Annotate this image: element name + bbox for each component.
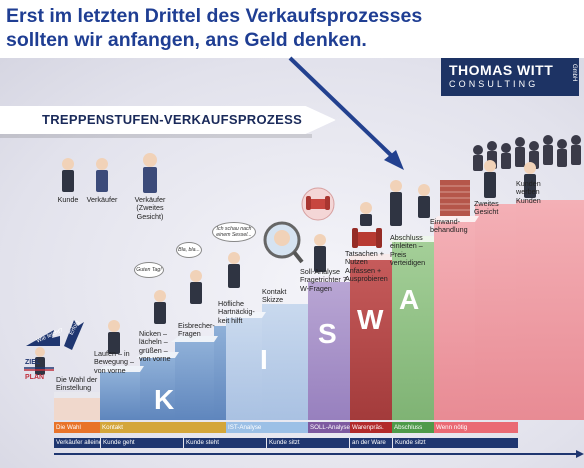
letter-i: I xyxy=(260,344,268,375)
step-w xyxy=(350,260,392,420)
step-label-5: Höfliche Hartnäckig-keit hilft xyxy=(218,299,255,325)
step-k-1 xyxy=(100,372,140,420)
step-pink-top xyxy=(430,216,479,222)
step-label-8: Tatsachen + Nutzen Anfassen + Ausprobier… xyxy=(345,249,388,284)
state-kunde-sitzt-2: Kunde sitzt xyxy=(393,438,518,448)
phase-wenn-noetig: Wenn nötig xyxy=(434,422,518,433)
legend-verkaeufer: Verkäufer xyxy=(86,195,118,204)
state-kunde-geht: Kunde geht xyxy=(101,438,183,448)
step-w-top xyxy=(346,254,396,260)
bubble-chat: Bla, bla... xyxy=(176,242,202,258)
logo-suffix: GmbH xyxy=(571,64,577,82)
bubble-customer: Ich schau nach einem Sessel... xyxy=(212,222,256,242)
logo-subtitle: CONSULTING xyxy=(449,79,539,89)
legend-figures xyxy=(62,153,157,193)
step-a-top xyxy=(388,236,438,242)
banner-shadow xyxy=(0,134,312,138)
logo-name: THOMAS WITT xyxy=(449,62,554,78)
step-k-3 xyxy=(175,342,214,420)
step-s-top xyxy=(304,276,354,282)
step-k-4 xyxy=(214,326,226,420)
arrow-left xyxy=(26,330,60,346)
headline-line-1: Erst im letzten Drittel des Verkaufsproz… xyxy=(6,5,423,27)
step-label-7: Soll-Analyse Fragetrichter 7 W-Fragen xyxy=(300,267,347,293)
legend-zweites-gesicht: Verkäufer (Zweites Gesicht) xyxy=(134,195,166,221)
legend-kunde: Kunde xyxy=(57,195,79,204)
step-top-3 xyxy=(171,336,218,342)
diagram-title: TREPPENSTUFEN-VERKAUFSPROZESS xyxy=(42,112,303,127)
plan-label: PLAN xyxy=(25,374,45,381)
step-label-3: Nicken – lächeln – grüßen – von vorne xyxy=(139,329,171,364)
step-label-10: Einwand-behandlung xyxy=(430,217,468,235)
step-label-9: Abschluss einleiten – Preis verteidigen xyxy=(390,233,426,268)
magnifier-icon xyxy=(263,221,304,264)
step-label-6: Kontakt Skizze xyxy=(262,287,287,305)
step-label-2: Laufen – in Bewegung – von vorne xyxy=(94,349,134,375)
step-label-12: Kunden werben Kunden xyxy=(516,179,541,205)
phase-abschluss: Abschluss xyxy=(392,422,434,433)
phase-soll-analyse: SOLL-Analyse xyxy=(308,422,350,433)
step-s xyxy=(308,282,350,420)
step-label-1: Die Wahl der Einstellung xyxy=(56,375,98,393)
step-pink-2 xyxy=(475,204,516,420)
phase-die-wahl: Die Wahl xyxy=(54,422,100,433)
letter-s: S xyxy=(318,318,337,349)
step-pink-3 xyxy=(516,200,584,420)
pointer-arrow xyxy=(288,56,398,162)
step-top-2 xyxy=(136,352,179,358)
letter-k: K xyxy=(154,384,175,415)
step-k-2 xyxy=(140,358,175,420)
step-i-1 xyxy=(226,318,262,420)
headline-line-2: sollten wir anfangen, ans Geld denken. xyxy=(6,29,367,51)
state-kunde-steht: Kunde steht xyxy=(184,438,266,448)
step-i-top xyxy=(222,312,266,318)
phase-warenpraes: Warenpräs. xyxy=(350,422,392,433)
pointer-arrowhead xyxy=(384,150,404,170)
ziel-label: ZIEL xyxy=(25,359,41,366)
timeline-arrowhead xyxy=(576,450,584,458)
step-i-2 xyxy=(262,304,308,420)
phase-ist-analyse: IST-Analyse xyxy=(226,422,308,433)
step-a xyxy=(392,242,434,420)
step-label-4: Eisbrecher-Fragen xyxy=(178,321,215,339)
state-kunde-sitzt: Kunde sitzt xyxy=(267,438,349,448)
step-top-1 xyxy=(96,366,144,372)
salesperson-figures xyxy=(35,160,536,375)
state-verkaeufer-alleine: Verkäufer alleine xyxy=(54,438,100,448)
arrow-right xyxy=(64,320,84,350)
phase-kontakt: Kontakt xyxy=(100,422,226,433)
state-an-der-ware: an der Ware xyxy=(350,438,392,448)
letter-a: A xyxy=(399,284,420,315)
step-label-11: Zweites Gesicht xyxy=(474,199,499,217)
bubble-greeting: Guten Tag! xyxy=(134,262,164,278)
armchair-icon xyxy=(301,187,335,221)
step-start-accent xyxy=(54,398,100,420)
title-banner xyxy=(0,106,336,134)
armchair-icon-2 xyxy=(352,228,382,248)
step-pink-1 xyxy=(434,222,475,420)
letter-w: W xyxy=(357,304,384,335)
company-logo: THOMAS WITT CONSULTING GmbH xyxy=(441,58,579,96)
headline: Erst im letzten Drittel des Verkaufsproz… xyxy=(6,4,426,52)
